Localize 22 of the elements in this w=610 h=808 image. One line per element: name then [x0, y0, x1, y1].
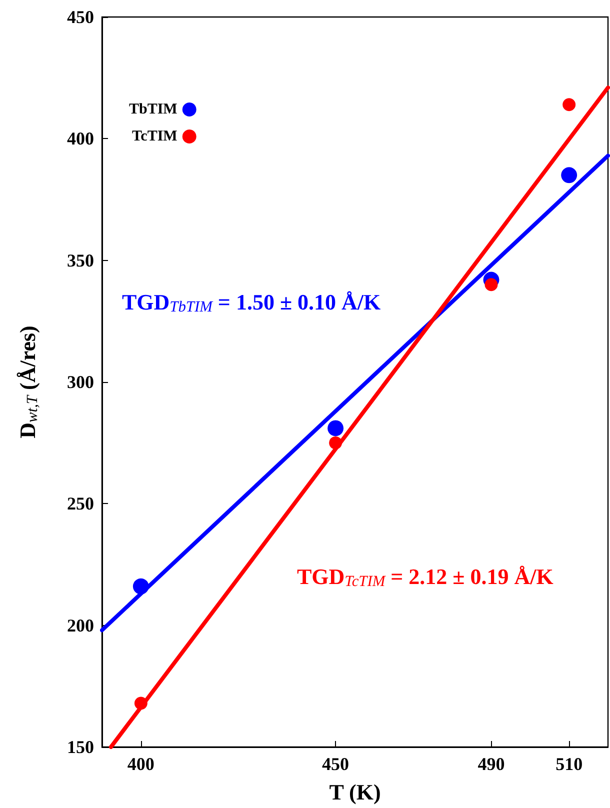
- y-tick-label: 450: [67, 7, 94, 27]
- x-axis-title: T (K): [329, 780, 381, 804]
- y-tick-label: 200: [67, 615, 94, 636]
- x-tick-label: 490: [478, 754, 505, 774]
- y-tick-label: 300: [67, 372, 94, 392]
- x-tick-label: 400: [127, 754, 154, 774]
- legend-label: TcTIM: [132, 128, 178, 144]
- point: [328, 420, 344, 436]
- y-axis-title: Dwt,T (Å/res): [15, 326, 41, 438]
- point: [561, 167, 578, 184]
- y-tick-label: 350: [67, 250, 94, 270]
- point: [134, 696, 148, 710]
- point: [484, 278, 498, 292]
- x-tick-label: 450: [322, 754, 350, 774]
- point: [562, 98, 576, 112]
- legend-label: TbTIM: [128, 102, 178, 118]
- y-tick-label: 150: [67, 737, 94, 757]
- point: [132, 578, 149, 594]
- y-tick-label: 400: [67, 128, 94, 149]
- x-tick-label: 510: [556, 754, 583, 774]
- y-tick-label: 250: [67, 494, 94, 514]
- point: [329, 436, 342, 450]
